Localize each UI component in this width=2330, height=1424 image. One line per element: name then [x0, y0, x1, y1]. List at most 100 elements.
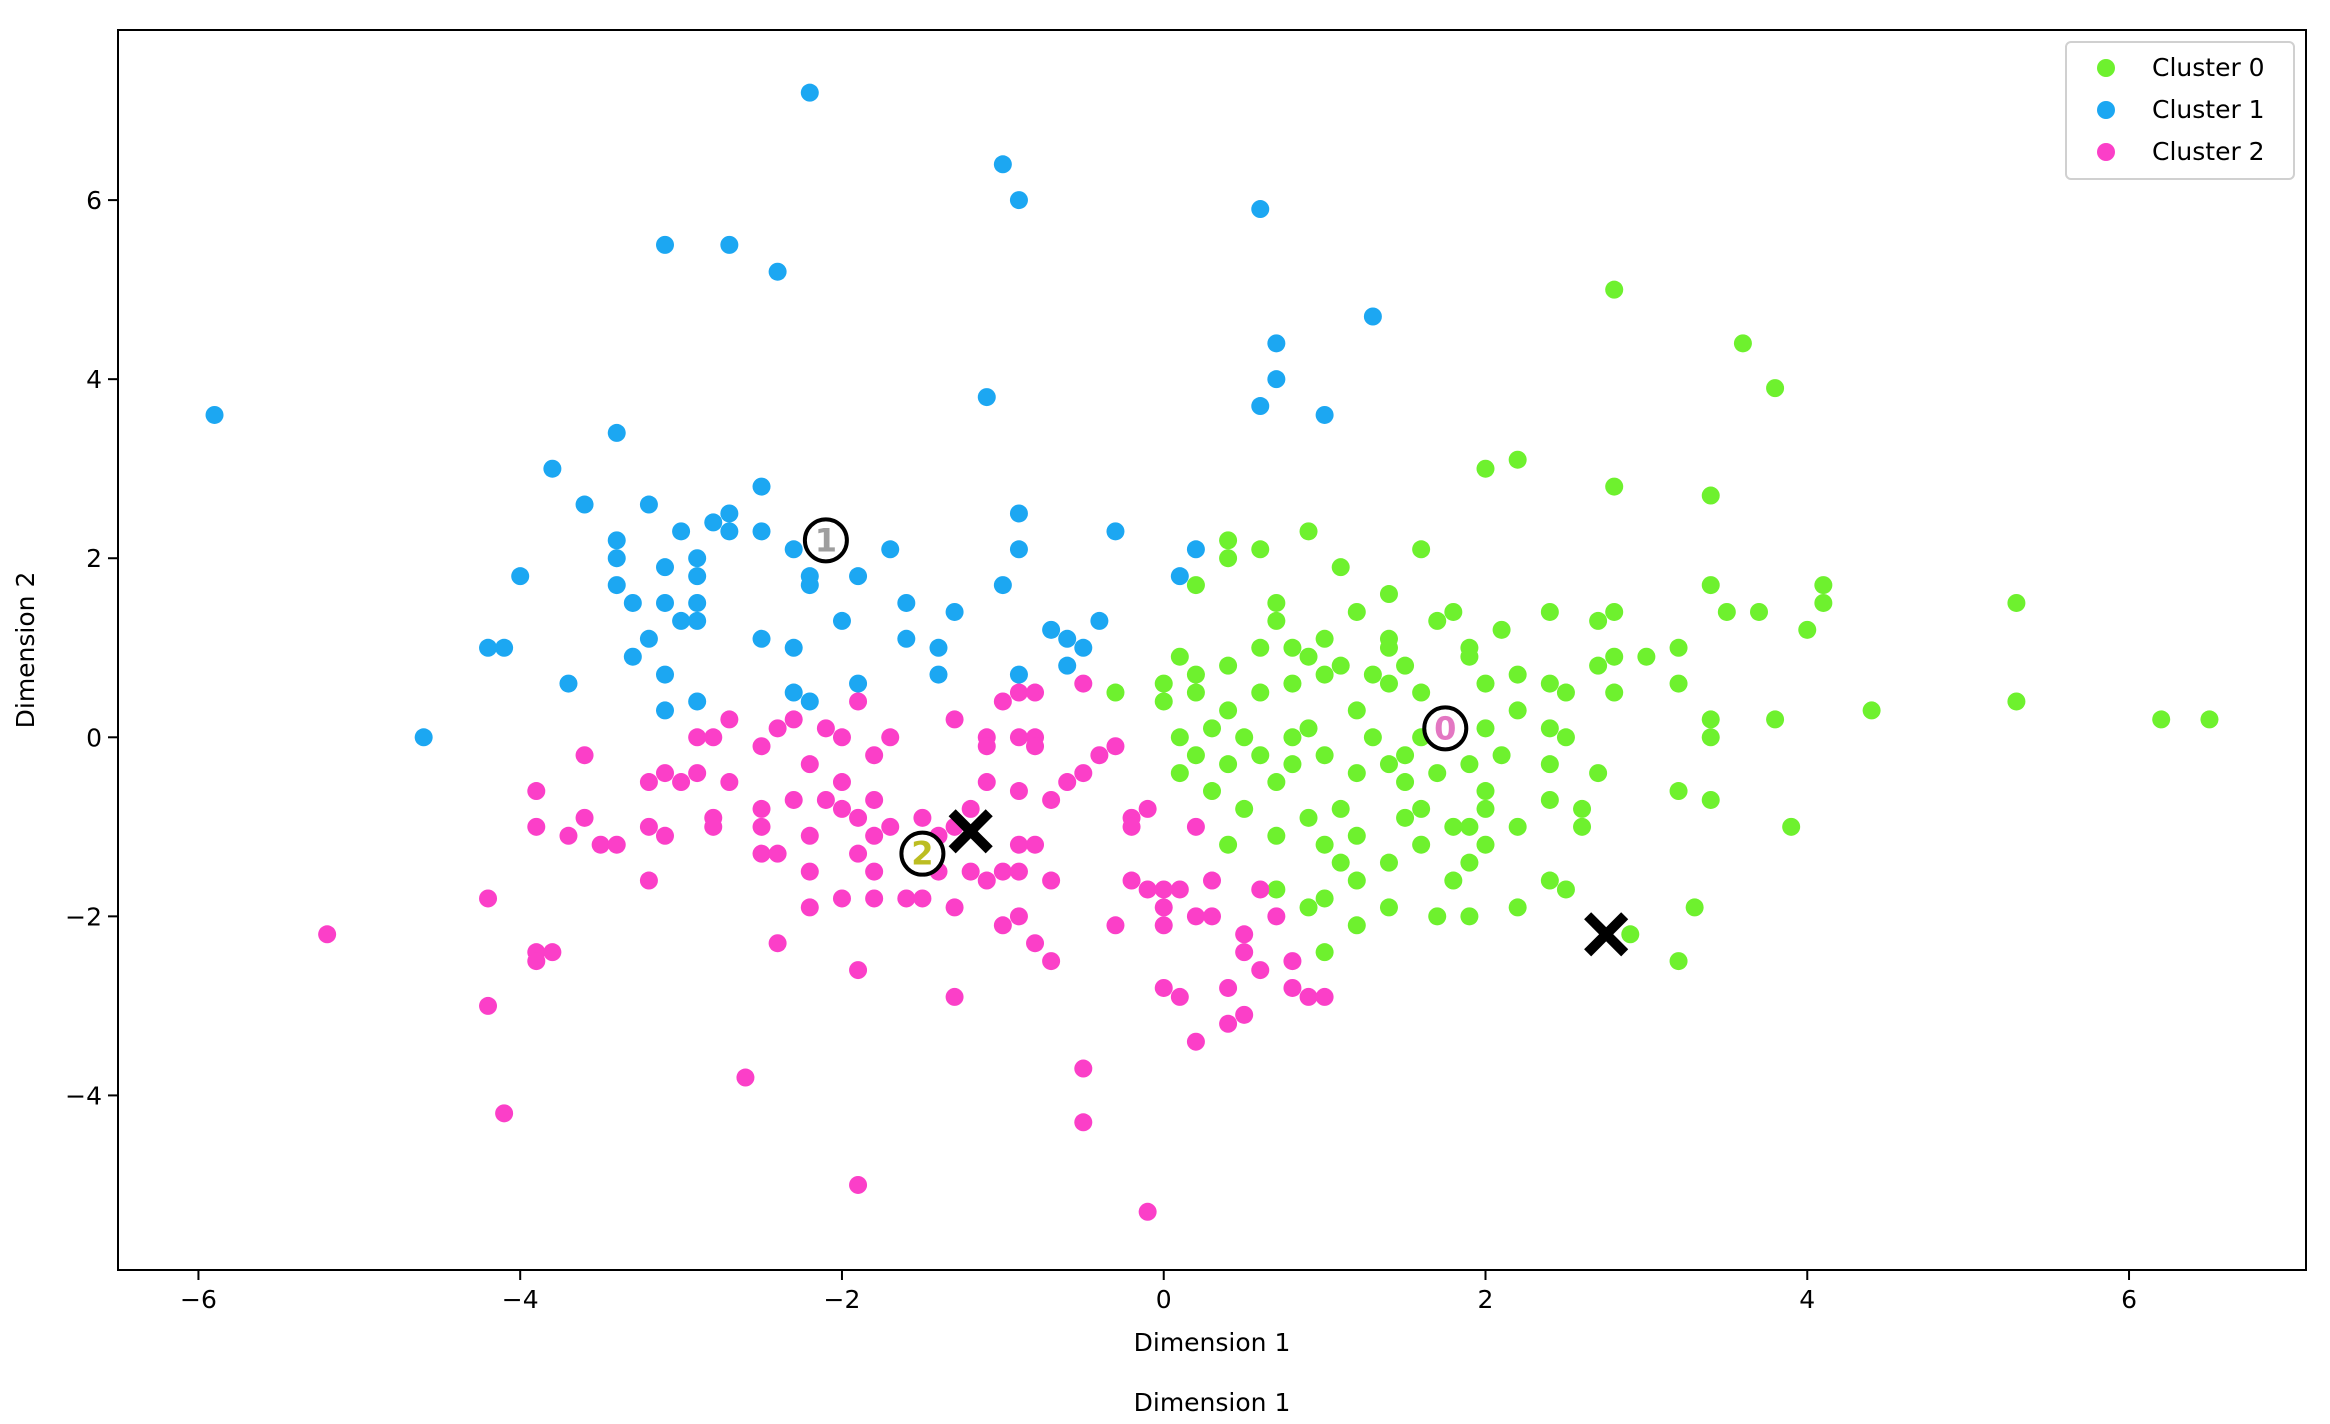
point-cluster-1 [1251, 397, 1270, 416]
point-cluster-1 [607, 531, 626, 550]
point-cluster-2 [736, 1068, 755, 1087]
point-cluster-0 [1605, 647, 1624, 666]
point-cluster-0 [1315, 835, 1334, 854]
point-cluster-1 [1267, 370, 1286, 389]
point-cluster-1 [897, 629, 916, 648]
point-cluster-2 [656, 826, 674, 845]
point-cluster-2 [1154, 978, 1173, 997]
point-cluster-2 [865, 862, 884, 881]
point-cluster-0 [1556, 728, 1575, 747]
point-cluster-0 [1347, 916, 1366, 935]
point-cluster-2 [1058, 773, 1077, 792]
point-cluster-0 [1589, 656, 1608, 675]
x-axis-label: Dimension 1 [1134, 1328, 1291, 1357]
point-cluster-2 [543, 943, 562, 962]
point-cluster-0 [1235, 728, 1254, 747]
point-cluster-0 [1669, 638, 1688, 657]
point-cluster-2 [1203, 907, 1221, 926]
point-cluster-2 [849, 844, 868, 863]
point-cluster-2 [1203, 871, 1221, 890]
point-cluster-2 [1026, 835, 1045, 854]
point-cluster-0 [1444, 871, 1463, 890]
point-cluster-0 [1814, 576, 1833, 595]
legend-label-cluster-1: Cluster 1 [2152, 95, 2265, 124]
point-cluster-0 [1476, 835, 1495, 854]
point-cluster-0 [1251, 540, 1270, 559]
point-cluster-2 [591, 835, 610, 854]
x-tick-label: 2 [1478, 1285, 1494, 1314]
point-cluster-0 [1476, 674, 1495, 693]
point-cluster-2 [1138, 1202, 1157, 1221]
point-cluster-1 [495, 638, 514, 657]
point-cluster-2 [1009, 782, 1028, 801]
point-cluster-1 [768, 262, 787, 281]
cluster-labels: 0 1 2 [802, 517, 1469, 877]
point-cluster-0 [1315, 665, 1334, 684]
point-cluster-1 [607, 576, 626, 595]
point-cluster-0 [1396, 656, 1415, 675]
centroid-marker-1 [1584, 912, 1629, 957]
point-cluster-2 [800, 898, 819, 917]
point-cluster-2 [1138, 880, 1157, 899]
point-cluster-2 [832, 728, 851, 747]
point-cluster-0 [1267, 773, 1286, 792]
point-cluster-2 [897, 889, 916, 908]
point-cluster-2 [816, 719, 835, 738]
point-cluster-0 [1669, 782, 1688, 801]
point-cluster-0 [1186, 746, 1205, 765]
point-cluster-0 [1444, 817, 1463, 836]
point-cluster-2 [752, 799, 771, 818]
point-cluster-2 [1026, 737, 1045, 756]
point-cluster-2 [865, 826, 884, 845]
point-cluster-2 [849, 808, 868, 827]
point-cluster-0 [1605, 683, 1624, 702]
point-cluster-2 [1154, 898, 1173, 917]
point-cluster-2 [800, 862, 819, 881]
point-cluster-2 [752, 844, 771, 863]
point-cluster-2 [752, 817, 771, 836]
point-cluster-2 [559, 826, 578, 845]
legend-marker-cluster-1 [2097, 101, 2115, 119]
point-cluster-2 [1106, 737, 1125, 756]
point-cluster-2 [575, 808, 594, 827]
point-cluster-0 [1331, 853, 1350, 872]
point-cluster-1 [205, 405, 224, 424]
point-cluster-0 [1396, 746, 1415, 765]
y-tick-label: 4 [86, 365, 102, 394]
point-cluster-0 [1428, 611, 1447, 630]
point-cluster-0 [1492, 746, 1511, 765]
point-cluster-0 [1750, 602, 1768, 621]
point-cluster-0 [1186, 665, 1205, 684]
point-cluster-0 [1331, 558, 1350, 577]
point-cluster-1 [607, 549, 626, 568]
x-tick-label: −4 [502, 1285, 539, 1314]
point-cluster-0 [1412, 540, 1431, 559]
point-cluster-0 [1186, 576, 1205, 595]
point-cluster-1 [607, 423, 626, 442]
point-cluster-2 [1154, 880, 1173, 899]
point-cluster-2 [704, 817, 723, 836]
point-cluster-2 [1299, 987, 1318, 1006]
point-cluster-2 [1122, 817, 1141, 836]
point-cluster-2 [800, 826, 819, 845]
point-cluster-2 [1267, 907, 1286, 926]
point-cluster-0 [2152, 710, 2171, 729]
point-cluster-1 [881, 540, 900, 559]
point-cluster-1 [639, 629, 658, 648]
point-cluster-2 [1315, 987, 1334, 1006]
point-cluster-1 [945, 602, 964, 621]
point-cluster-0 [1492, 620, 1511, 639]
point-cluster-0 [1540, 790, 1559, 809]
point-cluster-0 [1251, 683, 1270, 702]
point-cluster-0 [1460, 817, 1479, 836]
point-cluster-1 [1106, 522, 1125, 541]
point-cluster-0 [1203, 719, 1221, 738]
point-cluster-2 [832, 889, 851, 908]
point-cluster-0 [1412, 835, 1431, 854]
point-cluster-1 [784, 638, 803, 657]
point-cluster-0 [1508, 817, 1527, 836]
point-cluster-0 [1605, 477, 1624, 496]
point-cluster-2 [1219, 1014, 1238, 1033]
point-cluster-2 [1026, 934, 1045, 953]
